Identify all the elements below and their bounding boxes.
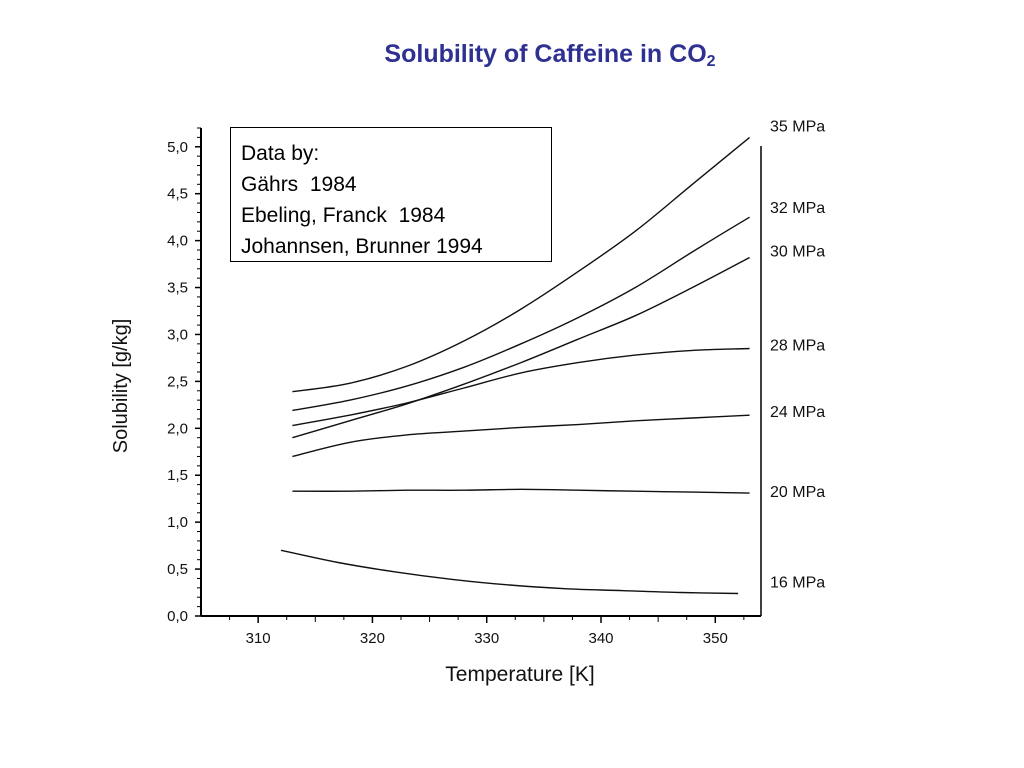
x-tick-label: 330	[474, 630, 499, 647]
series-label-24-mpa: 24 MPa	[770, 404, 825, 421]
y-tick-label: 0,5	[167, 561, 188, 578]
series-line-32-mpa	[292, 216, 750, 412]
x-tick-label: 310	[246, 630, 271, 647]
x-tick-label: 320	[360, 630, 385, 647]
series-label-16-mpa: 16 MPa	[770, 574, 825, 591]
data-source-line: Ebeling, Franck 1984	[241, 204, 446, 227]
series-line-28-mpa	[292, 347, 750, 427]
y-tick-label: 3,0	[167, 326, 188, 343]
series-label-20-mpa: 20 MPa	[770, 484, 825, 501]
y-tick-label: 1,5	[167, 467, 188, 484]
x-tick-label: 340	[588, 630, 613, 647]
series-line-24-mpa	[292, 414, 750, 458]
y-tick-label: 1,0	[167, 514, 188, 531]
y-tick-label: 4,5	[167, 186, 188, 203]
series-line-35-mpa	[292, 136, 751, 393]
axes: 0,0 0,5 1,0 1,5 2,0 2,5 3,0 3,5 4,0 4,5 5,0 310 320 3…	[167, 127, 762, 647]
data-source-box: Data by: Gährs 1984 Ebeling, Franck 1984…	[230, 127, 552, 262]
series-label-35-mpa: 35 MPa	[770, 118, 825, 135]
series-label-30-mpa: 30 MPa	[770, 244, 825, 261]
data-source-line: Johannsen, Brunner 1994	[241, 235, 483, 258]
y-tick-label: 2,0	[167, 420, 188, 437]
series-line-16-mpa	[280, 549, 739, 595]
y-tick-label: 0,0	[167, 608, 188, 625]
series-lines	[280, 136, 751, 595]
x-axis-label: Temperature [K]	[445, 663, 594, 686]
series-line-30-mpa	[292, 256, 750, 439]
y-tick-label: 3,5	[167, 280, 188, 297]
data-source-line: Gährs 1984	[241, 173, 357, 196]
y-axis-label: Solubility [g/kg]	[110, 319, 132, 454]
series-label-32-mpa: 32 MPa	[770, 200, 825, 217]
series-labels: 35 MPa 32 MPa 30 MPa 28 MPa 24 MPa 20 MPa 16 M…	[770, 118, 825, 591]
slide-title: Solubility of Caffeine in CO2	[0, 40, 1024, 71]
title-main: Solubility of Caffeine in CO	[384, 40, 707, 68]
series-label-28-mpa: 28 MPa	[770, 338, 825, 355]
y-tick-label: 4,0	[167, 233, 188, 250]
title-subscript: 2	[706, 53, 716, 70]
x-tick-label: 350	[703, 630, 728, 647]
data-source-heading: Data by:	[241, 142, 320, 165]
y-tick-label: 5,0	[167, 139, 188, 156]
series-line-20-mpa	[292, 488, 750, 494]
y-tick-label: 2,5	[167, 373, 188, 390]
